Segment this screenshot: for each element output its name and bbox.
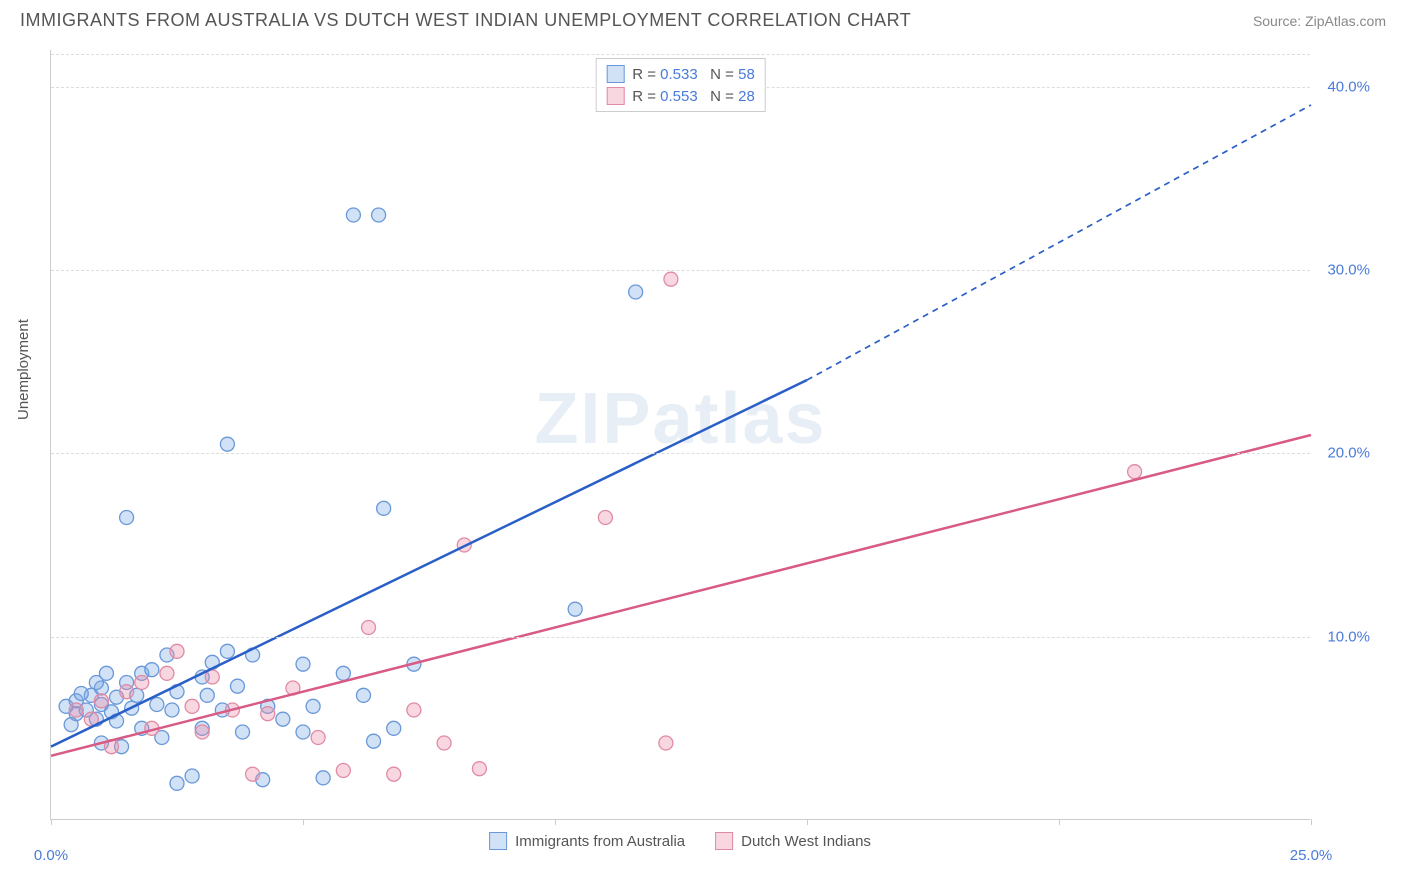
data-point (296, 657, 310, 671)
data-point (377, 501, 391, 515)
data-point (150, 698, 164, 712)
data-point (185, 769, 199, 783)
data-point (69, 703, 83, 717)
data-point (200, 688, 214, 702)
legend-swatch-australia (489, 832, 507, 850)
data-point (356, 688, 370, 702)
legend-label-australia: Immigrants from Australia (515, 833, 685, 850)
data-point (170, 776, 184, 790)
data-point (170, 644, 184, 658)
legend-stats-2: R = 0.553 N = 28 (632, 88, 755, 105)
data-point (220, 437, 234, 451)
data-point (89, 676, 103, 690)
gridline (51, 453, 1310, 454)
legend-swatch-1 (606, 65, 624, 83)
data-point (165, 703, 179, 717)
legend-label-dutch: Dutch West Indians (741, 833, 871, 850)
legend-swatch-2 (606, 87, 624, 105)
data-point (346, 208, 360, 222)
data-point (145, 663, 159, 677)
x-tick (555, 819, 556, 825)
gridline (51, 270, 1310, 271)
y-tick-label: 20.0% (1327, 445, 1370, 462)
data-point (568, 602, 582, 616)
data-point (659, 736, 673, 750)
data-point (64, 718, 78, 732)
data-point (387, 767, 401, 781)
data-point (261, 707, 275, 721)
data-point (629, 285, 643, 299)
data-point (336, 666, 350, 680)
x-tick-label: 0.0% (34, 847, 68, 864)
data-point (362, 621, 376, 635)
trendline (51, 380, 807, 747)
data-point (195, 725, 209, 739)
data-point (236, 725, 250, 739)
data-point (135, 676, 149, 690)
data-point (336, 764, 350, 778)
x-tick (1311, 819, 1312, 825)
data-point (246, 767, 260, 781)
data-point (437, 736, 451, 750)
chart-title: IMMIGRANTS FROM AUSTRALIA VS DUTCH WEST … (20, 10, 911, 31)
data-point (311, 731, 325, 745)
data-point (296, 725, 310, 739)
data-point (185, 699, 199, 713)
data-point (276, 712, 290, 726)
x-tick (303, 819, 304, 825)
y-tick-label: 40.0% (1327, 78, 1370, 95)
gridline (51, 637, 1310, 638)
y-axis-label: Unemployment (15, 319, 32, 420)
x-tick (1059, 819, 1060, 825)
data-point (472, 762, 486, 776)
data-point (160, 666, 174, 680)
data-point (120, 685, 134, 699)
legend-stats-1: R = 0.533 N = 58 (632, 66, 755, 83)
y-tick-label: 10.0% (1327, 628, 1370, 645)
legend-row-series-2: R = 0.553 N = 28 (606, 85, 755, 107)
x-tick-label: 25.0% (1290, 847, 1333, 864)
data-point (220, 644, 234, 658)
source-attribution: Source: ZipAtlas.com (1253, 13, 1386, 29)
data-point (316, 771, 330, 785)
gridline (51, 54, 1310, 55)
data-point (94, 694, 108, 708)
x-tick (51, 819, 52, 825)
data-point (367, 734, 381, 748)
chart-area: ZIPatlas R = 0.533 N = 58 R = 0.553 N = … (50, 50, 1310, 820)
data-point (372, 208, 386, 222)
trendline (51, 435, 1311, 756)
data-point (664, 272, 678, 286)
data-point (598, 511, 612, 525)
series-legend: Immigrants from Australia Dutch West Ind… (489, 832, 871, 850)
legend-swatch-dutch (715, 832, 733, 850)
data-point (407, 703, 421, 717)
data-point (230, 679, 244, 693)
legend-item-australia: Immigrants from Australia (489, 832, 685, 850)
plot-svg (51, 50, 1311, 820)
correlation-legend: R = 0.533 N = 58 R = 0.553 N = 28 (595, 58, 766, 112)
data-point (306, 699, 320, 713)
trendline-dashed (807, 105, 1311, 380)
data-point (1128, 465, 1142, 479)
legend-row-series-1: R = 0.533 N = 58 (606, 63, 755, 85)
data-point (387, 721, 401, 735)
data-point (74, 687, 88, 701)
plot-region: ZIPatlas R = 0.533 N = 58 R = 0.553 N = … (50, 50, 1310, 820)
y-tick-label: 30.0% (1327, 262, 1370, 279)
legend-item-dutch: Dutch West Indians (715, 832, 871, 850)
x-tick (807, 819, 808, 825)
data-point (120, 511, 134, 525)
